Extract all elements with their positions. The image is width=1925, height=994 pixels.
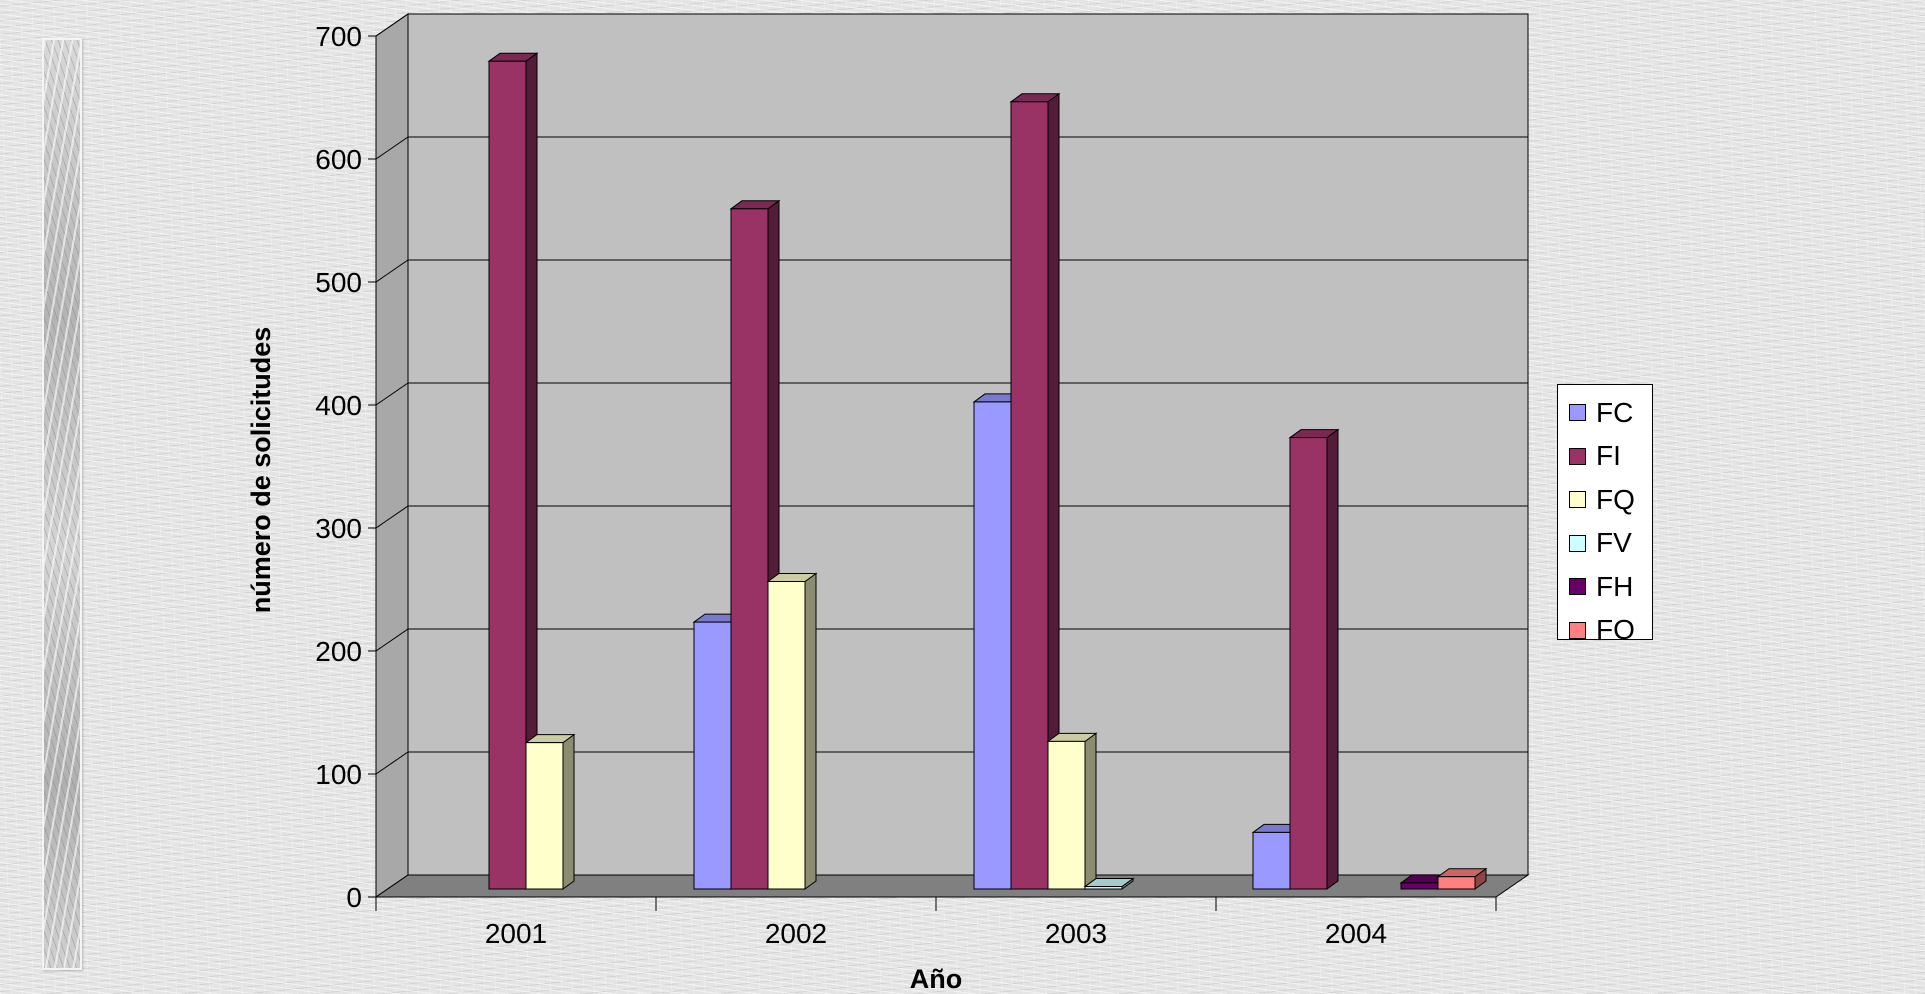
x-tick-label: 2001 xyxy=(485,918,547,949)
bar-front xyxy=(767,581,806,890)
y-tick-label: 400 xyxy=(315,390,362,421)
bar-front xyxy=(693,621,732,890)
gridline xyxy=(375,751,1528,775)
legend-swatch xyxy=(1569,491,1586,509)
x-axis-title: Año xyxy=(910,964,962,994)
x-tick-label: 2003 xyxy=(1045,918,1107,949)
y-tick-label: 300 xyxy=(315,513,362,544)
bar-fi-2002 xyxy=(729,199,781,890)
bar-fv-2003 xyxy=(1083,877,1135,890)
gridline xyxy=(375,505,1528,529)
legend-swatch xyxy=(1569,447,1586,465)
y-tick-label: 0 xyxy=(346,882,362,913)
bar-fo-2004 xyxy=(1436,867,1488,890)
gridline xyxy=(375,382,1528,406)
gridline xyxy=(375,628,1528,652)
legend-swatch xyxy=(1569,621,1586,639)
bar-front xyxy=(1289,437,1328,890)
legend-label: FI xyxy=(1596,440,1621,472)
legend-label: FO xyxy=(1596,614,1635,646)
bar-side xyxy=(804,572,817,890)
legend-label: FQ xyxy=(1596,483,1635,515)
legend-label: FH xyxy=(1596,570,1634,602)
bar-fq-2002 xyxy=(766,572,818,890)
bar-fq-2003 xyxy=(1046,732,1098,890)
gridline xyxy=(375,136,1528,160)
legend-label: FV xyxy=(1596,527,1632,559)
legend-item-fh: FH xyxy=(1558,565,1652,609)
bar-front xyxy=(1047,740,1086,890)
bar-fi-2001 xyxy=(487,52,539,890)
bar-front xyxy=(1010,101,1049,890)
y-tick-label: 600 xyxy=(315,144,362,175)
bar-front xyxy=(1252,831,1291,890)
y-tick-label: 700 xyxy=(315,21,362,52)
chart-legend: FC FI FQ FV FH FO xyxy=(1557,384,1653,645)
chart-back-wall xyxy=(407,13,1529,876)
legend-item-fv: FV xyxy=(1558,522,1652,566)
bar-front xyxy=(1437,876,1476,890)
legend-item-fc: FC xyxy=(1558,391,1652,435)
y-tick-label: 200 xyxy=(315,636,362,667)
decorative-marble-strip xyxy=(42,38,82,970)
gridline xyxy=(375,259,1528,283)
bar-side xyxy=(1084,732,1097,890)
legend-swatch xyxy=(1569,534,1586,552)
legend-item-fi: FI xyxy=(1558,435,1652,479)
legend-swatch xyxy=(1569,404,1586,422)
bar-front xyxy=(1400,882,1439,890)
legend-item-fq: FQ xyxy=(1558,478,1652,522)
bar-fq-2001 xyxy=(524,733,576,890)
bar-front xyxy=(1084,886,1123,890)
bar-fi-2003 xyxy=(1009,92,1061,890)
chart-side-wall xyxy=(375,13,409,898)
x-tick-label: 2004 xyxy=(1325,918,1387,949)
y-tick-label: 500 xyxy=(315,267,362,298)
x-tick-label: 2002 xyxy=(765,918,827,949)
gridline xyxy=(375,13,1528,37)
legend-label: FC xyxy=(1596,396,1634,428)
bar-front xyxy=(488,60,527,890)
bar-front xyxy=(973,401,1012,890)
legend-swatch xyxy=(1569,578,1586,596)
bar-fi-2004 xyxy=(1288,428,1340,890)
bar-front xyxy=(525,742,564,890)
y-axis-title: número de solicitudes xyxy=(246,327,276,614)
bar-front xyxy=(730,208,769,890)
legend-item-fo: FO xyxy=(1558,609,1652,653)
y-tick-label: 100 xyxy=(315,759,362,790)
bar-side xyxy=(562,733,575,890)
bar-side xyxy=(1326,428,1339,890)
